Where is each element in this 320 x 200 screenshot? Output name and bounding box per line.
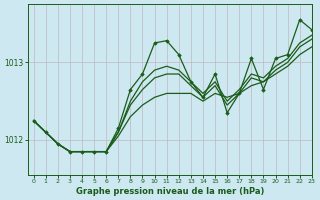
- X-axis label: Graphe pression niveau de la mer (hPa): Graphe pression niveau de la mer (hPa): [76, 187, 264, 196]
